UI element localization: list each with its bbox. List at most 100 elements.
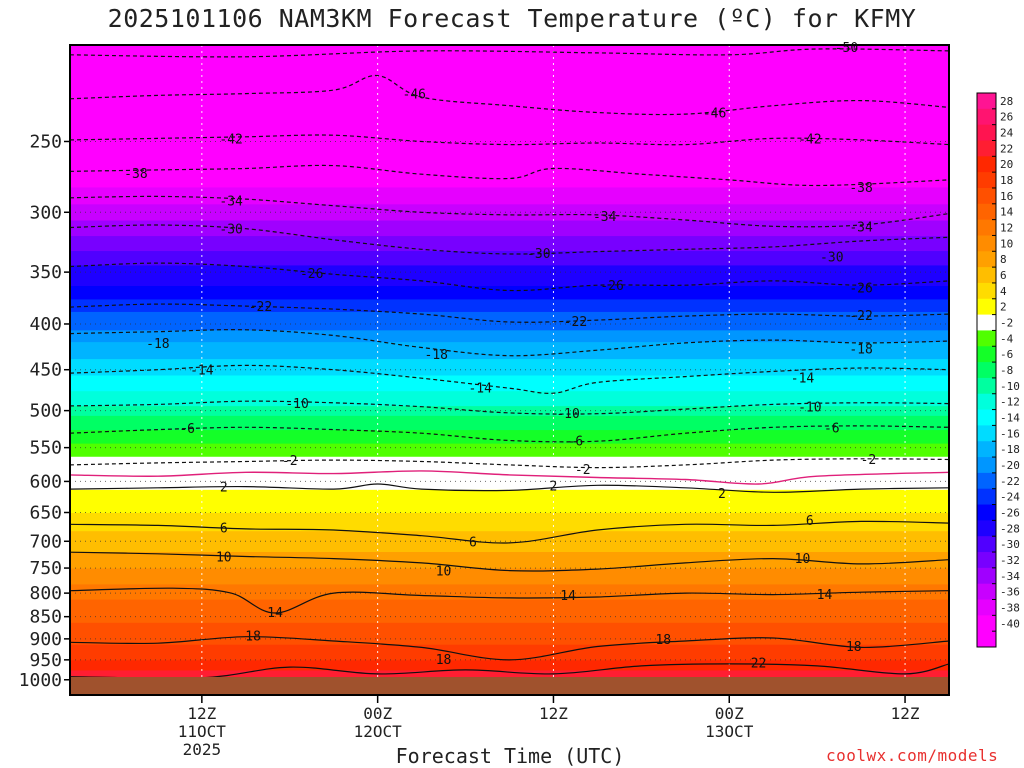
temperature-band — [70, 601, 949, 606]
temperature-band — [70, 358, 949, 365]
temperature-band — [70, 564, 949, 569]
temperature-band — [70, 464, 949, 470]
temperature-band — [70, 500, 949, 506]
colorbar-swatch — [977, 203, 996, 221]
temperature-band — [70, 651, 949, 656]
temperature-band — [70, 616, 949, 620]
colorbar-label: -14 — [1000, 411, 1020, 424]
temperature-band — [70, 468, 949, 474]
contour-line — [70, 425, 949, 443]
colorbar-swatch — [977, 615, 996, 632]
y-tick-label: 850 — [29, 607, 62, 628]
temperature-band — [70, 400, 949, 407]
y-tick-label: 600 — [29, 471, 62, 492]
contour-line — [70, 164, 949, 187]
colorbar-label: -30 — [1000, 538, 1020, 551]
temperature-band — [70, 298, 949, 306]
contour-line — [70, 636, 949, 661]
temperature-band — [70, 140, 949, 152]
colorbar-swatch — [977, 108, 996, 126]
colorbar-label: -34 — [1000, 570, 1020, 583]
colorbar-swatch — [977, 377, 996, 395]
temperature-band — [70, 476, 949, 482]
colorbar-label: 12 — [1000, 222, 1013, 235]
temperature-band — [70, 508, 949, 513]
contour-line — [70, 195, 949, 228]
temperature-band — [70, 610, 949, 615]
colorbar-label: -2 — [1000, 317, 1013, 330]
temperature-band — [70, 414, 949, 421]
colorbar-label: 28 — [1000, 95, 1013, 108]
colorbar-swatch — [977, 330, 996, 347]
contour-line — [70, 74, 949, 116]
contour-label: 22 — [751, 657, 767, 672]
colorbar-swatch — [977, 393, 996, 411]
y-axis: 2503003504004505005506006507007508008509… — [19, 131, 70, 691]
colorbar-label: -16 — [1000, 427, 1020, 440]
y-tick-label: 750 — [29, 558, 62, 579]
colorbar-swatch — [977, 520, 996, 537]
chart-title: 2025101106 NAM3KM Forecast Temperature (… — [107, 4, 917, 33]
temperature-band — [70, 335, 949, 343]
x-tick-label: 2025 — [183, 740, 222, 759]
colorbar-swatch — [977, 504, 996, 521]
colorbar-label: 26 — [1000, 111, 1013, 124]
colorbar-label: -38 — [1000, 601, 1020, 614]
contour-label: 18 — [846, 640, 862, 655]
temperature-band — [70, 519, 949, 524]
colorbar-label: -22 — [1000, 475, 1020, 488]
colorbar-swatch — [977, 172, 996, 189]
temperature-band — [70, 618, 949, 623]
contour-label: -30 — [820, 250, 843, 265]
temperature-band — [70, 438, 949, 444]
temperature-band — [70, 317, 949, 325]
temperature-band — [70, 560, 949, 566]
temperature-band — [70, 661, 949, 666]
temperature-band — [70, 442, 949, 449]
temperature-band — [70, 235, 949, 244]
contour-label: -2 — [282, 454, 298, 469]
contour-line — [70, 329, 949, 357]
contour-line — [70, 458, 949, 469]
y-tick-label: 550 — [29, 438, 62, 459]
temperature-band — [70, 577, 949, 582]
contour-label: -22 — [564, 315, 587, 330]
temperature-band — [70, 379, 949, 386]
colorbar-label: -36 — [1000, 586, 1020, 599]
colorbar-label: -32 — [1000, 554, 1020, 567]
temperature-band — [70, 395, 949, 402]
contour-label: -38 — [849, 181, 872, 196]
temperature-band — [70, 666, 949, 671]
temperature-band — [70, 604, 949, 609]
temperature-band — [70, 291, 949, 300]
contour-line — [70, 587, 949, 614]
contour-label: -50 — [835, 41, 858, 56]
colorbar-swatch — [977, 187, 996, 205]
contour-line — [70, 520, 949, 544]
temperature-band — [70, 186, 949, 196]
colorbar-frame — [976, 92, 997, 648]
contour-label: 6 — [220, 522, 228, 537]
temperature-band — [70, 567, 949, 572]
temperature-band — [70, 646, 949, 650]
temperature-band — [70, 630, 949, 634]
contour-label: -10 — [556, 407, 579, 422]
temperature-band — [70, 664, 949, 668]
temperature-band — [70, 530, 949, 535]
temperature-band — [70, 410, 949, 416]
temperature-band — [70, 203, 949, 213]
temperature-band — [70, 369, 949, 376]
y-tick-label: 950 — [29, 650, 62, 671]
contour-label: -46 — [703, 106, 726, 121]
x-tick-label: 12Z — [187, 704, 216, 723]
temperature-band — [70, 547, 949, 552]
temperature-band — [70, 592, 949, 597]
y-tick-label: 900 — [29, 629, 62, 650]
contour-line — [70, 134, 949, 146]
contour-label: 6 — [806, 514, 814, 529]
colorbar-label: -12 — [1000, 396, 1020, 409]
x-tick-label: 13OCT — [705, 722, 754, 741]
temperature-band — [70, 589, 949, 594]
contour-label: -14 — [468, 381, 492, 396]
colorbar-label: 6 — [1000, 269, 1007, 282]
